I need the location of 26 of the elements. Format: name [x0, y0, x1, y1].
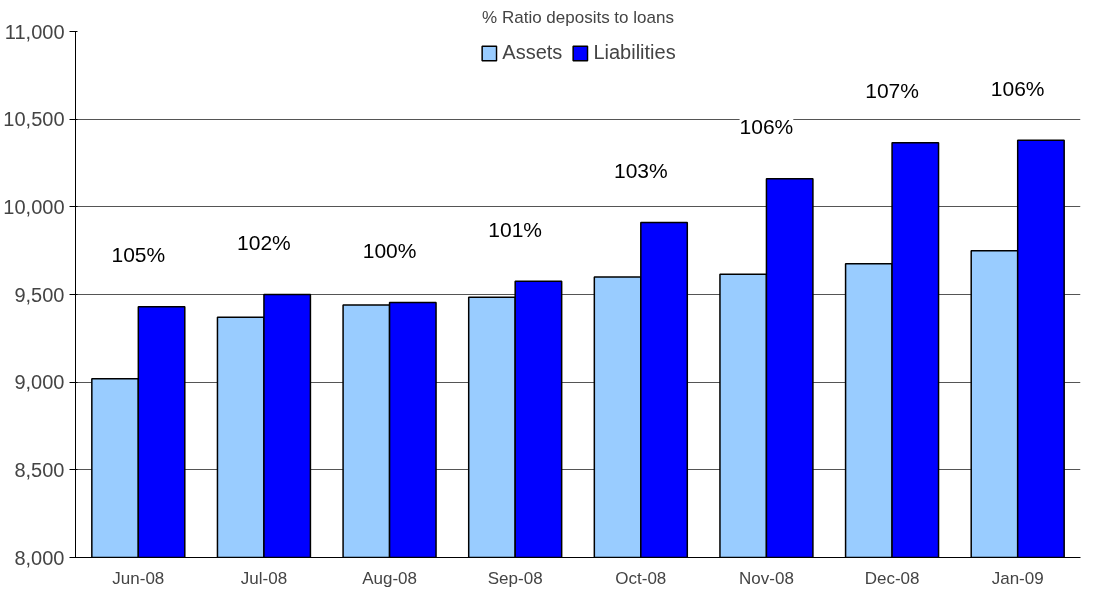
x-tick-label: Nov-08: [739, 568, 794, 588]
y-tick-label: 10,500: [3, 108, 65, 131]
annotation: 100%: [362, 238, 417, 262]
annotation: 106%: [739, 115, 794, 139]
y-tick-label: 9,500: [14, 283, 65, 306]
y-tick-label: 10,000: [3, 195, 65, 218]
legend-label: Liabilities: [593, 41, 676, 64]
x-tick-label: Oct-08: [615, 568, 667, 588]
annotation: 106%: [990, 76, 1045, 100]
x-tick-label: Jun-08: [112, 568, 165, 588]
annotation: 107%: [865, 79, 919, 103]
y-tick-label: 9,000: [14, 371, 65, 394]
annotation: 102%: [237, 231, 291, 254]
chart-title: % Ratio deposits to loans: [482, 7, 674, 27]
legend-label: Assets: [502, 41, 563, 64]
y-tick-label: 8,500: [14, 458, 65, 481]
y-tick-label: 8,000: [14, 546, 65, 569]
x-tick-label: Aug-08: [362, 568, 417, 588]
annotation: 101%: [488, 217, 543, 241]
x-tick-label: Sep-08: [487, 568, 543, 588]
x-tick-label: Jul-08: [240, 568, 288, 588]
annotation: 103%: [613, 159, 668, 183]
annotation: 105%: [111, 243, 166, 267]
y-tick-label: 11,000: [4, 20, 65, 43]
x-tick-label: Dec-08: [864, 568, 920, 588]
x-tick-label: Jan-09: [991, 568, 1044, 588]
